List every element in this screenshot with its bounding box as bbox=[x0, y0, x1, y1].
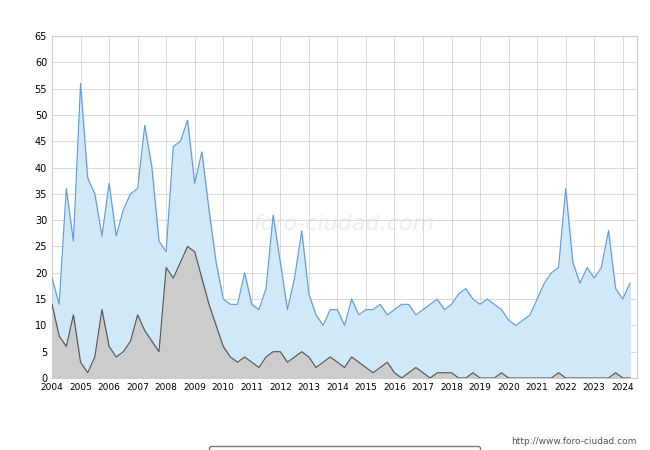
Legend: Viviendas Nuevas, Viviendas Usadas: Viviendas Nuevas, Viviendas Usadas bbox=[209, 446, 480, 450]
Text: Tremp - Evolucion del Nº de Transacciones Inmobiliarias: Tremp - Evolucion del Nº de Transaccione… bbox=[120, 12, 530, 27]
Text: http://www.foro-ciudad.com: http://www.foro-ciudad.com bbox=[512, 436, 637, 446]
Text: foro-ciudad.com: foro-ciudad.com bbox=[254, 214, 435, 234]
